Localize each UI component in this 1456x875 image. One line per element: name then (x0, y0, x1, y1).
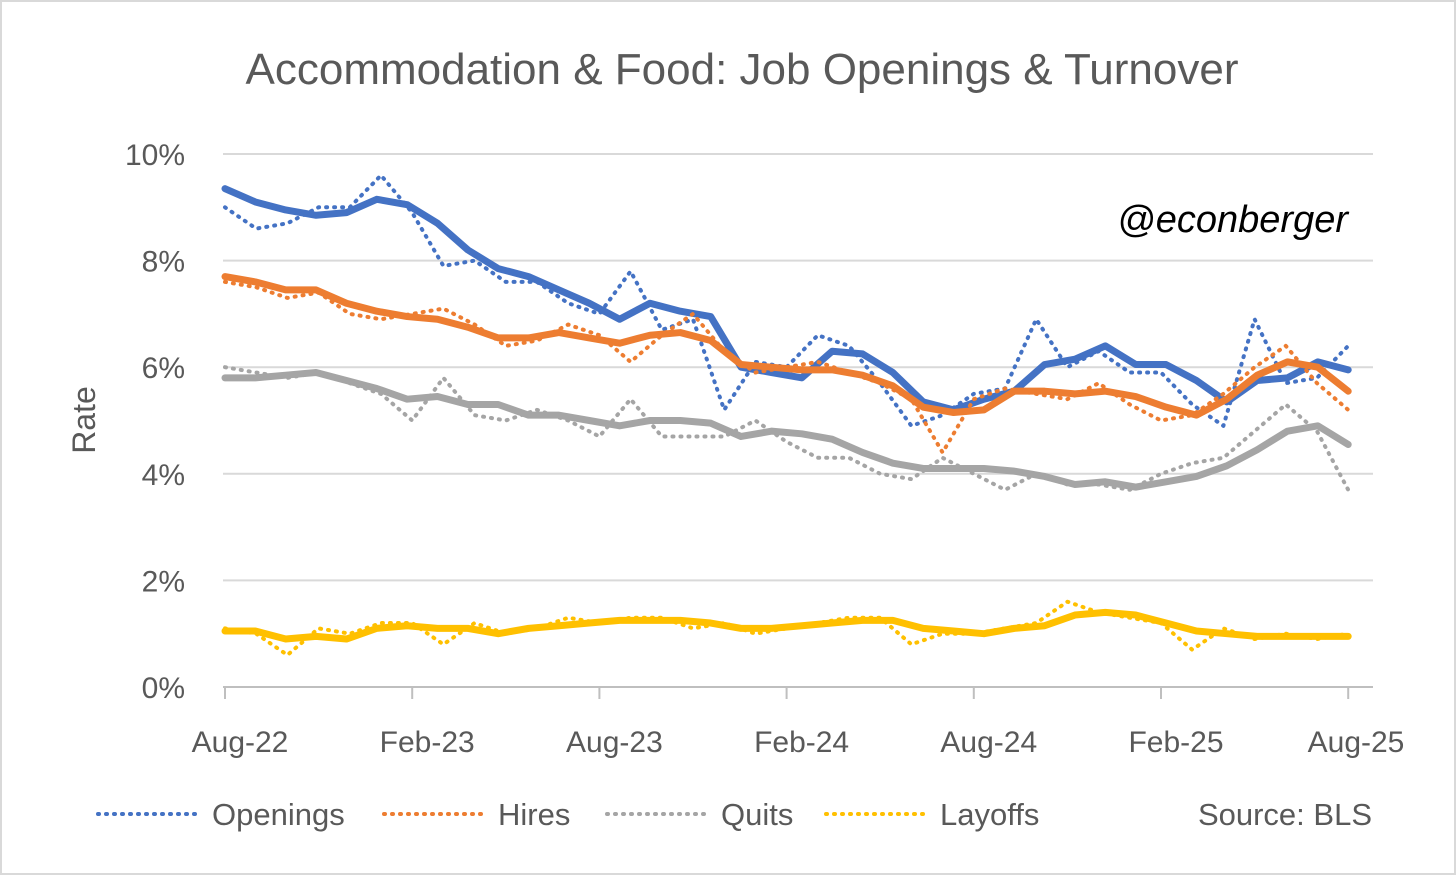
chart-title: Accommodation & Food: Job Openings & Tur… (246, 45, 1239, 94)
x-tick-label: Feb-25 (1128, 726, 1223, 759)
y-tick-labels: 0% 2% 4% 6% 8% 10% (125, 139, 185, 705)
legend-item-layoffs: Layoffs (824, 797, 1039, 832)
series-lines (221, 173, 1352, 658)
x-tick-label: Aug-22 (192, 726, 289, 759)
series-layoffs (221, 599, 1352, 658)
legend-label: Openings (212, 797, 345, 832)
x-tick-label: Aug-23 (566, 726, 663, 759)
x-tick-label: Aug-24 (940, 726, 1037, 759)
legend-label: Layoffs (940, 797, 1039, 832)
series-quits (221, 365, 1352, 492)
series-line-trend (221, 369, 1352, 491)
y-tick-label: 0% (142, 672, 185, 705)
series-hires (221, 273, 1352, 455)
x-tick-label: Aug-25 (1308, 726, 1405, 759)
watermark-annotation: @econberger (1117, 199, 1349, 241)
y-tick-label: 6% (142, 352, 185, 385)
y-tick-label: 10% (125, 139, 185, 172)
legend-item-hires: Hires (382, 797, 570, 832)
y-tick-label: 2% (142, 565, 185, 598)
source-note: Source: BLS (1198, 797, 1372, 832)
series-line-trend (221, 185, 1352, 414)
series-line-trend (221, 608, 1352, 643)
legend-label: Quits (721, 797, 793, 832)
y-axis-label: Rate (66, 386, 102, 454)
legend-label: Hires (498, 797, 570, 832)
series-line-trend (221, 273, 1352, 419)
x-tick-label: Feb-23 (380, 726, 475, 759)
x-tick-label: Feb-24 (754, 726, 849, 759)
legend: Openings Hires Quits Layoffs (96, 797, 1039, 832)
series-line-monthly (223, 365, 1351, 492)
x-tick-labels: Aug-22 Feb-23 Aug-23 Feb-24 Aug-24 Feb-25 Aug-… (192, 687, 1405, 759)
legend-item-openings: Openings (96, 797, 345, 832)
legend-item-quits: Quits (605, 797, 793, 832)
y-tick-label: 4% (142, 459, 185, 492)
y-tick-label: 8% (142, 246, 185, 279)
gridlines (223, 153, 1373, 688)
